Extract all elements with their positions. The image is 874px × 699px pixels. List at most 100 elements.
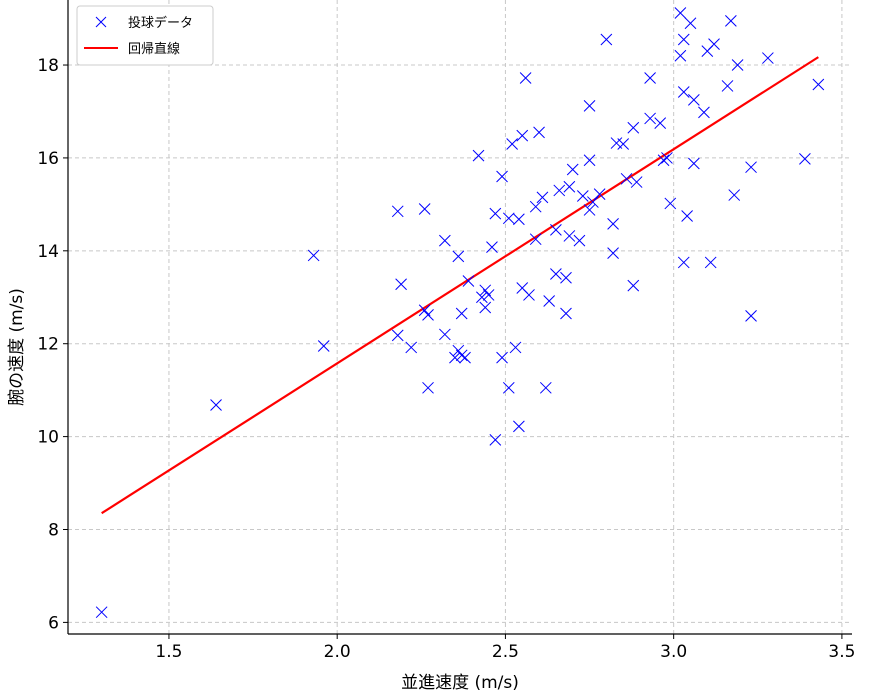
scatter-point-16 [452, 250, 465, 263]
scatter-point-91 [725, 15, 737, 27]
scatter-point-54 [566, 163, 579, 176]
legend-x-marker [95, 16, 107, 28]
scatter-point-7 [405, 341, 418, 354]
legend-box [76, 5, 214, 66]
scatter-point-56 [576, 190, 589, 202]
scatter-point-41 [529, 233, 542, 246]
scatter-point-45 [539, 381, 552, 394]
scatter-point-42 [529, 200, 542, 213]
y-tick-label-4: 14 [37, 242, 59, 262]
scatter-point-39 [519, 72, 532, 84]
scatter-point-61 [593, 188, 606, 201]
scatter-point-53 [563, 230, 576, 242]
scatter-point-36 [513, 420, 525, 433]
scatter-point-37 [516, 129, 529, 142]
scatter-point-76 [664, 197, 677, 210]
y-tick-label-1: 8 [48, 520, 59, 540]
scatter-point-63 [607, 218, 619, 230]
x-tick-label-0: 1.5 [155, 642, 182, 662]
scatter-point-58 [583, 154, 596, 167]
scatter-point-48 [550, 224, 562, 236]
scatter-point-90 [721, 80, 734, 92]
scatter-point-73 [654, 117, 667, 129]
grid [68, 0, 852, 634]
scatter-point-2 [307, 249, 320, 262]
scatter-point-95 [745, 309, 757, 322]
scatter-point-32 [502, 381, 515, 394]
legend-label-line: 回帰直線 [128, 41, 180, 57]
scatter-point-3 [317, 340, 330, 352]
scatter-point-85 [688, 157, 700, 170]
scatter-point-57 [583, 100, 596, 112]
x-tick-label-1: 2.0 [324, 642, 351, 662]
scatter-point-84 [688, 94, 700, 106]
y-tick-label-3: 12 [37, 335, 59, 355]
scatter-point-96 [762, 52, 774, 64]
scatter-point-1 [210, 399, 222, 411]
scatter-point-74 [657, 154, 670, 167]
scatter-point-88 [704, 256, 717, 269]
scatter-point-19 [459, 351, 471, 364]
scatter-point-93 [731, 59, 744, 71]
y-axis-label: 腕の速度 (m/s) [7, 288, 27, 406]
x-tick-label-4: 3.5 [828, 642, 855, 662]
y-tick-label-6: 18 [37, 56, 59, 76]
scatter-point-94 [745, 161, 757, 174]
scatter-point-4 [391, 205, 404, 218]
scatter-point-35 [513, 213, 525, 226]
y-tick-label-5: 16 [37, 149, 59, 169]
scatter-point-67 [620, 172, 633, 185]
scatter-point-49 [553, 184, 566, 197]
scatter-point-89 [708, 38, 720, 50]
scatter-point-43 [533, 126, 545, 139]
scatter-point-55 [573, 234, 586, 247]
scatter-point-78 [674, 49, 687, 62]
scatter-point-64 [607, 247, 619, 259]
scatter-points-group [95, 7, 825, 619]
legend-label-scatter: 投球データ [128, 15, 193, 31]
scatter-point-62 [600, 33, 613, 46]
scatter-point-59 [583, 204, 596, 216]
scatter-point-20 [462, 275, 475, 287]
scatter-point-26 [486, 241, 498, 253]
x-axis-label: 並進速度 (m/s) [401, 673, 519, 693]
scatter-point-21 [472, 149, 485, 162]
scatter-point-12 [439, 234, 451, 247]
scatter-point-83 [684, 17, 697, 30]
scatter-point-13 [439, 328, 451, 341]
scatter-point-5 [391, 329, 404, 342]
x-tick-label-2: 2.5 [492, 642, 519, 662]
scatter-point-29 [496, 170, 508, 183]
scatter-point-52 [563, 180, 576, 193]
scatter-point-60 [587, 196, 599, 208]
scatter-point-75 [661, 152, 673, 164]
scatter-point-46 [543, 295, 556, 307]
scatter-point-70 [630, 176, 643, 188]
legend: 投球データ 回帰直線 [76, 5, 214, 66]
scatter-point-40 [523, 289, 535, 301]
x-ticks: 1.5 2.0 2.5 3.0 3.5 [155, 634, 855, 662]
x-tick-label-3: 3.0 [660, 642, 687, 662]
scatter-point-97 [799, 152, 811, 165]
scatter-point-82 [681, 210, 693, 222]
y-tick-label-2: 10 [37, 428, 59, 448]
scatter-point-86 [698, 106, 710, 119]
scatter-point-6 [395, 278, 407, 291]
scatter-point-25 [482, 289, 495, 301]
scatter-point-14 [449, 351, 461, 364]
scatter-point-80 [677, 86, 690, 98]
scatter-point-24 [479, 301, 492, 314]
scatter-point-33 [506, 138, 519, 150]
scatter-point-50 [560, 271, 572, 284]
scatter-point-98 [812, 78, 825, 91]
scatter-point-51 [560, 307, 572, 320]
scatter-point-10 [422, 309, 434, 321]
scatter-point-44 [536, 191, 549, 204]
scatter-point-22 [476, 291, 488, 304]
scatter-point-11 [422, 381, 434, 394]
scatter-point-34 [509, 341, 522, 354]
scatter-point-27 [489, 207, 502, 220]
scatter-point-18 [455, 349, 468, 362]
scatter-point-69 [627, 279, 640, 292]
